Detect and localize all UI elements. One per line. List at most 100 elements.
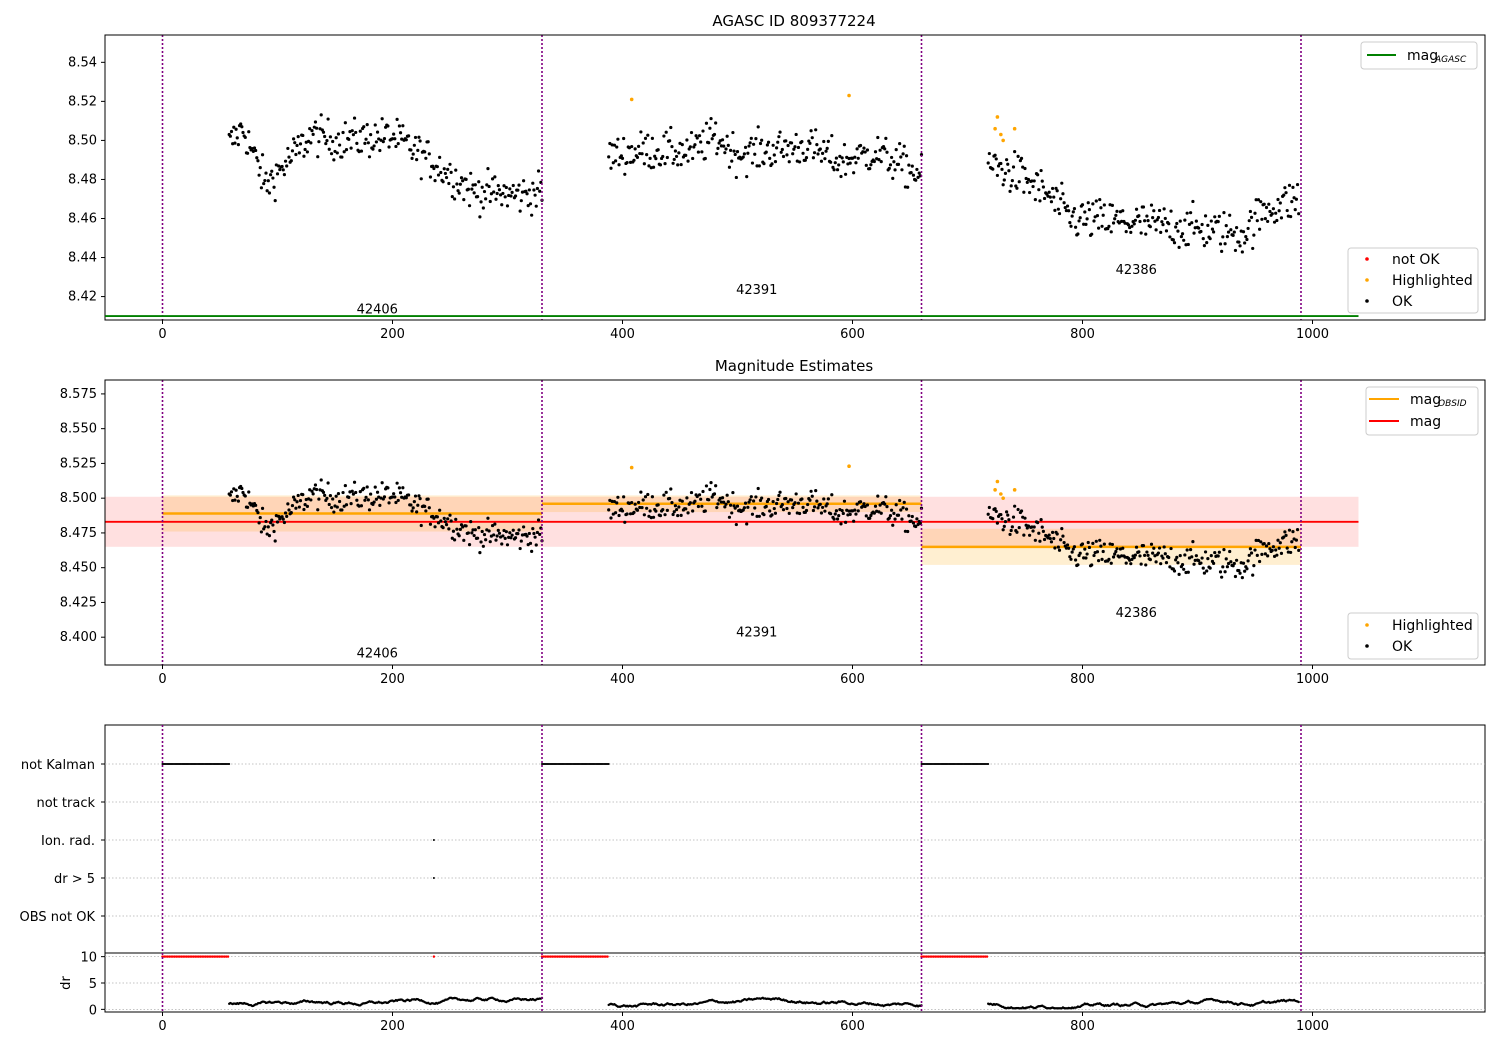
ok-point <box>1201 236 1205 241</box>
ok-point <box>451 529 456 533</box>
ok-point <box>282 173 286 177</box>
ok-point <box>768 509 772 513</box>
ok-point <box>293 498 297 502</box>
ok-point <box>477 180 481 184</box>
ok-point <box>1217 214 1221 218</box>
ok-point <box>1083 547 1087 551</box>
ok-point <box>1146 553 1150 557</box>
ok-point <box>464 524 468 528</box>
ok-point <box>1047 533 1051 537</box>
ok-point <box>1268 547 1272 551</box>
dr-clipped-point <box>602 955 606 958</box>
ok-point <box>811 156 816 160</box>
ok-point <box>907 514 911 518</box>
ok-point <box>482 189 487 194</box>
magnitude-estimates-title: Magnitude Estimates <box>715 357 873 375</box>
highlighted-point <box>995 479 1000 484</box>
ok-point <box>1067 546 1071 550</box>
ok-point <box>315 126 319 130</box>
ok-point <box>720 496 725 500</box>
ok-point <box>884 136 888 140</box>
ok-point <box>834 156 839 160</box>
ok-point <box>326 481 330 485</box>
ok-point <box>833 161 837 165</box>
ok-point <box>1064 208 1068 213</box>
dr-clipped-point <box>937 955 940 958</box>
ok-point <box>1139 231 1143 235</box>
ok-point <box>607 508 611 512</box>
ok-point <box>669 125 673 130</box>
ok-point <box>234 488 238 492</box>
ok-point <box>1190 221 1194 225</box>
ok-point <box>487 529 491 533</box>
ok-point <box>734 522 738 527</box>
dr-clipped-point <box>932 955 935 958</box>
ok-point <box>1085 217 1089 221</box>
ok-point <box>864 163 868 167</box>
highlighted-point <box>995 115 1000 119</box>
ok-point <box>1132 222 1136 226</box>
ok-point <box>1177 572 1181 576</box>
ok-point <box>354 130 358 135</box>
ok-point <box>1087 545 1091 550</box>
ok-point <box>508 531 512 535</box>
ok-point <box>670 500 674 505</box>
ok-point <box>1134 207 1139 211</box>
ok-point <box>525 192 529 196</box>
x-tick-label: 800 <box>1070 1019 1095 1034</box>
ok-point <box>1238 244 1242 248</box>
ok-point <box>1278 541 1282 545</box>
ok-point <box>1176 561 1180 565</box>
ok-point <box>480 529 484 534</box>
ok-point <box>1233 248 1238 253</box>
ok-point <box>748 141 752 145</box>
ok-point <box>1090 563 1094 567</box>
legend-point-label: Highlighted <box>1392 273 1473 289</box>
dr-tick-label: 0 <box>89 1003 97 1018</box>
ok-point <box>879 511 883 515</box>
ok-point <box>246 505 250 509</box>
ok-point <box>443 520 447 524</box>
ok-point <box>1245 237 1249 242</box>
ok-point <box>448 162 452 166</box>
ok-point <box>823 157 827 161</box>
ok-point <box>500 542 504 546</box>
ok-point <box>511 183 515 188</box>
dr-clipped-point <box>985 955 989 958</box>
ok-point <box>503 536 507 540</box>
ok-point <box>893 517 897 521</box>
ok-point <box>1138 219 1142 224</box>
dr-clipped-point <box>568 955 571 958</box>
ok-point <box>1065 543 1070 547</box>
ok-point <box>1041 185 1045 189</box>
ok-point <box>1231 233 1235 237</box>
ok-point <box>1007 169 1011 173</box>
ok-point <box>349 146 353 150</box>
dr-clipped-point <box>209 955 212 958</box>
ok-point <box>632 510 636 514</box>
ok-point <box>536 518 541 522</box>
ok-point <box>1200 222 1204 227</box>
ok-point <box>647 164 651 168</box>
ok-point <box>427 506 431 510</box>
flag-row-label: not track <box>36 796 95 811</box>
plot-frame <box>104 724 1486 1013</box>
ok-point <box>617 163 621 167</box>
ok-point <box>1069 557 1073 561</box>
ok-point <box>1169 209 1173 213</box>
ok-point <box>670 144 674 149</box>
ok-point <box>492 190 496 194</box>
x-tick-label: 1000 <box>1296 672 1329 687</box>
ok-point <box>1022 190 1026 194</box>
ok-point <box>450 536 454 540</box>
ok-point <box>1072 545 1077 549</box>
ok-point <box>707 498 711 502</box>
ok-point <box>1266 554 1270 558</box>
ok-point <box>1052 536 1056 541</box>
dr-clipped-point <box>928 955 932 958</box>
ok-point <box>442 167 446 171</box>
ok-point <box>821 505 825 510</box>
ok-point <box>1184 570 1188 575</box>
ok-point <box>676 513 680 518</box>
